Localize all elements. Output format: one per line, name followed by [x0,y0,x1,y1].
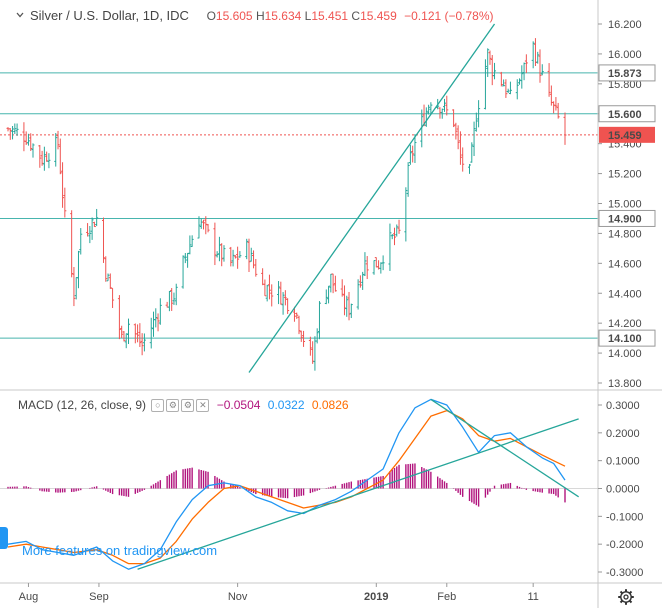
macd-tick-label: 0.0000 [606,484,640,496]
macd-tick-label: 0.1000 [606,456,640,468]
price-tick-label: 14.600 [608,258,642,270]
gear-icon[interactable] [617,588,635,606]
macd-tick-label: -0.3000 [606,567,643,579]
high-key: H [255,9,265,23]
price-labels: 15.873 15.600 14.900 14.100 15.459 [598,64,656,347]
symbol-title[interactable]: Silver / U.S. Dollar, 1D, IDC [30,8,189,23]
price-candles [6,38,567,371]
high-value: 15.634 [264,9,302,23]
eye-icon[interactable]: ○ [151,399,165,413]
signal-value: 0.0826 [311,398,349,412]
macd-trendline [430,398,579,498]
level-label: 14.100 [608,333,642,345]
macd-histogram [7,463,566,507]
price-tick-label: 14.000 [608,348,642,360]
time-tick-label: Nov [228,591,248,603]
macd-tick-label: 0.2000 [606,428,640,440]
last-price-label: 15.459 [608,130,642,142]
settings-alt-icon[interactable]: ⚙ [181,399,195,413]
time-tick-label: Feb [437,591,456,603]
close-icon[interactable]: ✕ [196,399,210,413]
open-value: 15.605 [215,9,253,23]
level-label-box [598,209,656,227]
signal-line [7,409,566,565]
macd-header: MACD (12, 26, close, 9) ○ ⚙ ⚙ ✕ −0.0504 0.0… [18,398,349,413]
open-key: O [206,9,216,23]
level-label: 15.600 [608,109,642,121]
ohlc-readout: O15.605 H15.634 L15.451 C15.459 −0.121 (… [207,9,494,23]
low-key: L [304,9,312,23]
side-panel-tab[interactable] [0,527,8,549]
time-tick-label: 2019 [364,591,388,603]
close-value: 15.459 [360,9,397,23]
macd-tick-label: 0.3000 [606,400,640,412]
level-label-box [598,329,656,347]
more-features-link[interactable]: More features on tradingview.com [22,543,218,558]
price-tick-label: 13.800 [608,378,642,390]
level-label-box [598,105,656,123]
trendlines [137,23,579,570]
time-tick-label: Aug [19,591,39,603]
price-tick-label: 15.000 [608,199,642,211]
close-key: C [351,9,361,23]
level-label: 15.873 [608,68,642,80]
horizontal-levels [0,72,598,339]
time-tick-label: 11 [527,591,538,603]
price-tick-label: 14.800 [608,228,642,240]
price-tick-label: 15.800 [608,79,642,91]
price-tick-label: 16.200 [608,19,642,31]
collapse-chevron-icon[interactable] [16,11,24,19]
chart-header: Silver / U.S. Dollar, 1D, IDC O15.605 H1… [30,8,494,23]
change-value: −0.121 (−0.78%) [404,9,494,23]
time-tick-label: Sep [89,591,109,603]
histogram-value: −0.0504 [216,398,261,412]
price-tick-label: 16.000 [608,49,642,61]
price-support-trendline [248,23,496,373]
macd-trendline [137,418,579,570]
macd-value: 0.0322 [267,398,305,412]
price-tick-label: 15.200 [608,169,642,181]
macd-lines [7,398,566,570]
last-price-box [599,126,655,143]
macd-title[interactable]: MACD (12, 26, close, 9) [18,398,147,412]
macd-tick-label: -0.1000 [606,511,643,523]
macd-line [7,398,566,570]
price-tick-label: 14.400 [608,288,642,300]
macd-tick-label: -0.2000 [606,539,643,551]
settings-small-icon[interactable]: ⚙ [166,399,180,413]
level-label: 14.900 [608,213,642,225]
price-tick-label: 14.200 [608,318,642,330]
low-value: 15.451 [311,9,349,23]
level-label-box [598,64,656,82]
